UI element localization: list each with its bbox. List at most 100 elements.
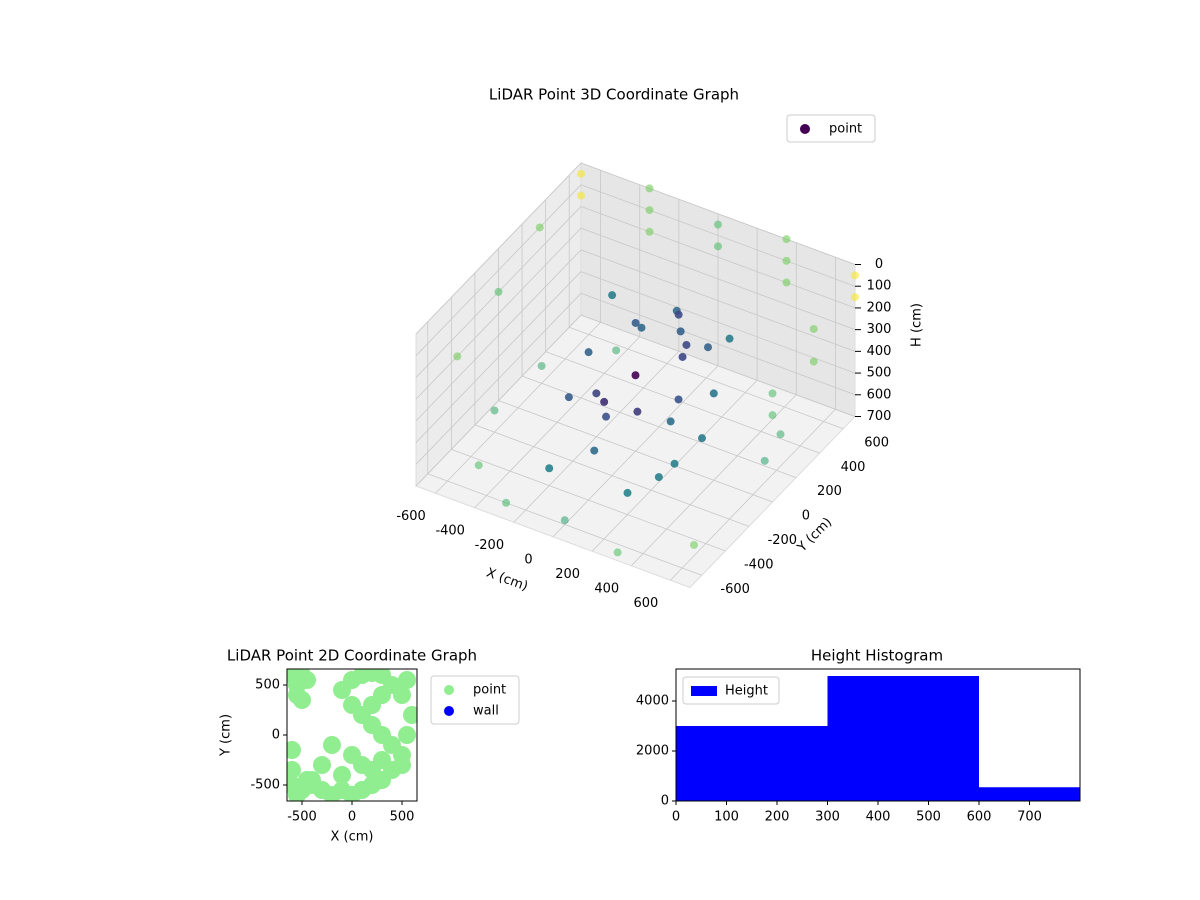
- y-tick-label: 0: [272, 728, 280, 743]
- point: [287, 741, 301, 759]
- point: [343, 746, 361, 764]
- legend-marker: [800, 124, 810, 134]
- point: [768, 411, 777, 420]
- point: [851, 293, 859, 302]
- point: [313, 756, 331, 774]
- point: [809, 357, 818, 366]
- y-tick-label: -600: [720, 582, 750, 597]
- point: [768, 389, 777, 398]
- point: [645, 184, 654, 193]
- legend-marker: [444, 685, 454, 695]
- legend-label: point: [829, 122, 862, 137]
- point: [453, 352, 462, 361]
- point: [725, 334, 734, 343]
- grid-line: [415, 271, 582, 443]
- grid-line: [451, 448, 726, 552]
- point: [564, 393, 573, 402]
- legend-frame: [786, 114, 876, 143]
- point: [709, 389, 718, 398]
- grid-line: [415, 314, 582, 487]
- x-tick-label: 600: [634, 596, 659, 611]
- point: [298, 671, 316, 689]
- point: [714, 220, 722, 229]
- point: [704, 343, 712, 352]
- point: [631, 318, 640, 327]
- point: [560, 516, 569, 525]
- y-tick-label: 600: [864, 435, 889, 450]
- x-tick-label: 400: [866, 810, 891, 825]
- point: [584, 348, 593, 357]
- point: [398, 726, 416, 744]
- y-axis-label: Y (cm): [794, 515, 835, 556]
- point: [637, 323, 646, 332]
- grid-line: [415, 162, 582, 335]
- x-tick-label: 500: [390, 810, 415, 825]
- grid-line: [580, 184, 856, 287]
- grid-line: [498, 400, 773, 503]
- point: [714, 242, 722, 251]
- x-tick-label: 600: [967, 810, 992, 825]
- point: [602, 412, 611, 421]
- z-tick-label: 600: [867, 387, 892, 402]
- point: [670, 459, 679, 468]
- legend-label: point: [473, 683, 506, 698]
- grid-line: [415, 249, 582, 422]
- y-tick-label: 4000: [636, 694, 669, 709]
- grid-line: [580, 314, 856, 417]
- point: [393, 756, 411, 774]
- point: [760, 456, 769, 465]
- point: [645, 227, 654, 236]
- point: [782, 256, 791, 265]
- point: [698, 434, 706, 443]
- z-tick-label: 700: [867, 409, 892, 424]
- z-tick-label: 300: [867, 322, 892, 337]
- y-tick-label: 2000: [636, 744, 669, 759]
- legend-frame: [682, 676, 780, 705]
- z-axis-label: H (cm): [910, 303, 925, 347]
- bar: [827, 676, 979, 801]
- y-axis-label: Y (cm): [219, 714, 234, 757]
- grid-line: [580, 292, 856, 396]
- point: [678, 352, 687, 361]
- y-tick-label: 200: [817, 484, 842, 499]
- chart-title: Height Histogram: [811, 647, 943, 665]
- point: [545, 464, 554, 473]
- point: [577, 191, 585, 200]
- point: [494, 287, 503, 296]
- legend-marker: [444, 706, 454, 716]
- y-tick-label: -400: [744, 558, 774, 573]
- x-tick-label: 200: [555, 567, 580, 582]
- grid-line: [580, 249, 856, 352]
- y-tick-label: 400: [841, 460, 866, 475]
- x-axis-label: X (cm): [331, 830, 374, 845]
- grid-line: [415, 293, 582, 465]
- point: [654, 473, 663, 482]
- x-tick-label: -400: [435, 523, 465, 538]
- point: [293, 691, 311, 709]
- grid-line: [545, 351, 820, 454]
- point: [303, 771, 321, 789]
- point: [782, 235, 791, 244]
- point: [851, 271, 859, 280]
- point: [633, 407, 642, 416]
- point: [490, 406, 499, 415]
- grid-line: [415, 184, 582, 356]
- plot-area: [287, 669, 417, 801]
- z-tick-label: 500: [867, 366, 892, 381]
- point: [600, 397, 609, 406]
- point: [608, 291, 617, 300]
- x-tick-label: 0: [672, 810, 680, 825]
- grid-line: [569, 326, 844, 430]
- legend-label: wall: [473, 704, 499, 719]
- point: [690, 540, 698, 549]
- point: [666, 417, 675, 426]
- grid-line: [521, 375, 797, 478]
- y-tick-label: 0: [661, 794, 669, 809]
- point: [383, 736, 401, 754]
- point: [323, 736, 341, 754]
- point: [288, 786, 306, 801]
- point: [645, 206, 654, 215]
- chart-title: LiDAR Point 3D Coordinate Graph: [489, 86, 739, 104]
- point: [502, 498, 511, 507]
